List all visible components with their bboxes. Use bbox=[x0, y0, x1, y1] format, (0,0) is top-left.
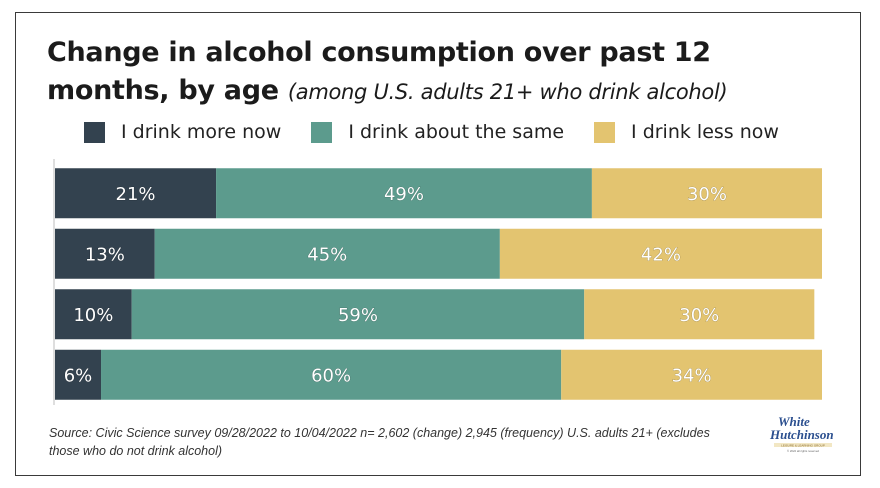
logo-tag-band bbox=[774, 443, 832, 447]
data-label: 34% bbox=[672, 365, 712, 386]
legend-item-more: I drink more now bbox=[84, 121, 281, 143]
data-label: 10% bbox=[73, 305, 113, 326]
bar-segment bbox=[584, 289, 815, 340]
legend-label-same: I drink about the same bbox=[348, 121, 565, 143]
legend-swatch-same bbox=[311, 121, 333, 143]
bar-segment bbox=[101, 349, 562, 400]
data-label: 6% bbox=[64, 365, 93, 386]
data-label: 13% bbox=[85, 244, 125, 265]
bar-segment bbox=[55, 349, 102, 400]
title-main: Change in alcohol consumption over past … bbox=[47, 37, 711, 106]
bar-segment bbox=[216, 168, 592, 219]
source-note: Source: Civic Science survey 09/28/2022 … bbox=[49, 426, 710, 458]
data-label: 49% bbox=[384, 184, 424, 205]
bar-segment bbox=[499, 228, 822, 279]
legend-label-less: I drink less now bbox=[631, 121, 779, 143]
data-label: 42% bbox=[641, 244, 681, 265]
data-label: 59% bbox=[338, 305, 378, 326]
data-label: 45% bbox=[307, 244, 347, 265]
legend-item-less: I drink less now bbox=[594, 121, 779, 143]
data-label: 21% bbox=[116, 184, 156, 205]
legend-label-more: I drink more now bbox=[121, 121, 282, 143]
logo-tagline: LEISURE & LEARNING GROUP bbox=[781, 443, 825, 447]
legend-item-same: I drink about the same bbox=[311, 121, 564, 143]
chart-title: Change in alcohol consumption over past … bbox=[47, 34, 837, 111]
logo-line1: White bbox=[778, 414, 810, 429]
data-label: 60% bbox=[311, 365, 351, 386]
legend-swatch-more bbox=[84, 121, 105, 143]
title-subtitle: (among U.S. adults 21+ who drink alcohol… bbox=[287, 80, 728, 104]
bar-segment bbox=[131, 289, 585, 340]
bar-segment bbox=[154, 228, 500, 279]
logo-line2: Hutchinson bbox=[769, 427, 834, 442]
bar-segment bbox=[55, 289, 132, 340]
legend: I drink more now I drink about the same … bbox=[84, 120, 809, 144]
bar-segment bbox=[55, 168, 217, 219]
bar-segment bbox=[561, 349, 822, 400]
data-label: 30% bbox=[679, 305, 719, 326]
bar-segment bbox=[55, 228, 155, 279]
white-hutchinson-logo: White Hutchinson LEISURE & LEARNING GROU… bbox=[769, 414, 834, 453]
logo-copyright: © 2022 all rights reserved bbox=[787, 449, 819, 453]
data-label: 30% bbox=[687, 184, 727, 205]
bar-segment bbox=[591, 168, 822, 219]
legend-swatch-less bbox=[594, 121, 616, 143]
